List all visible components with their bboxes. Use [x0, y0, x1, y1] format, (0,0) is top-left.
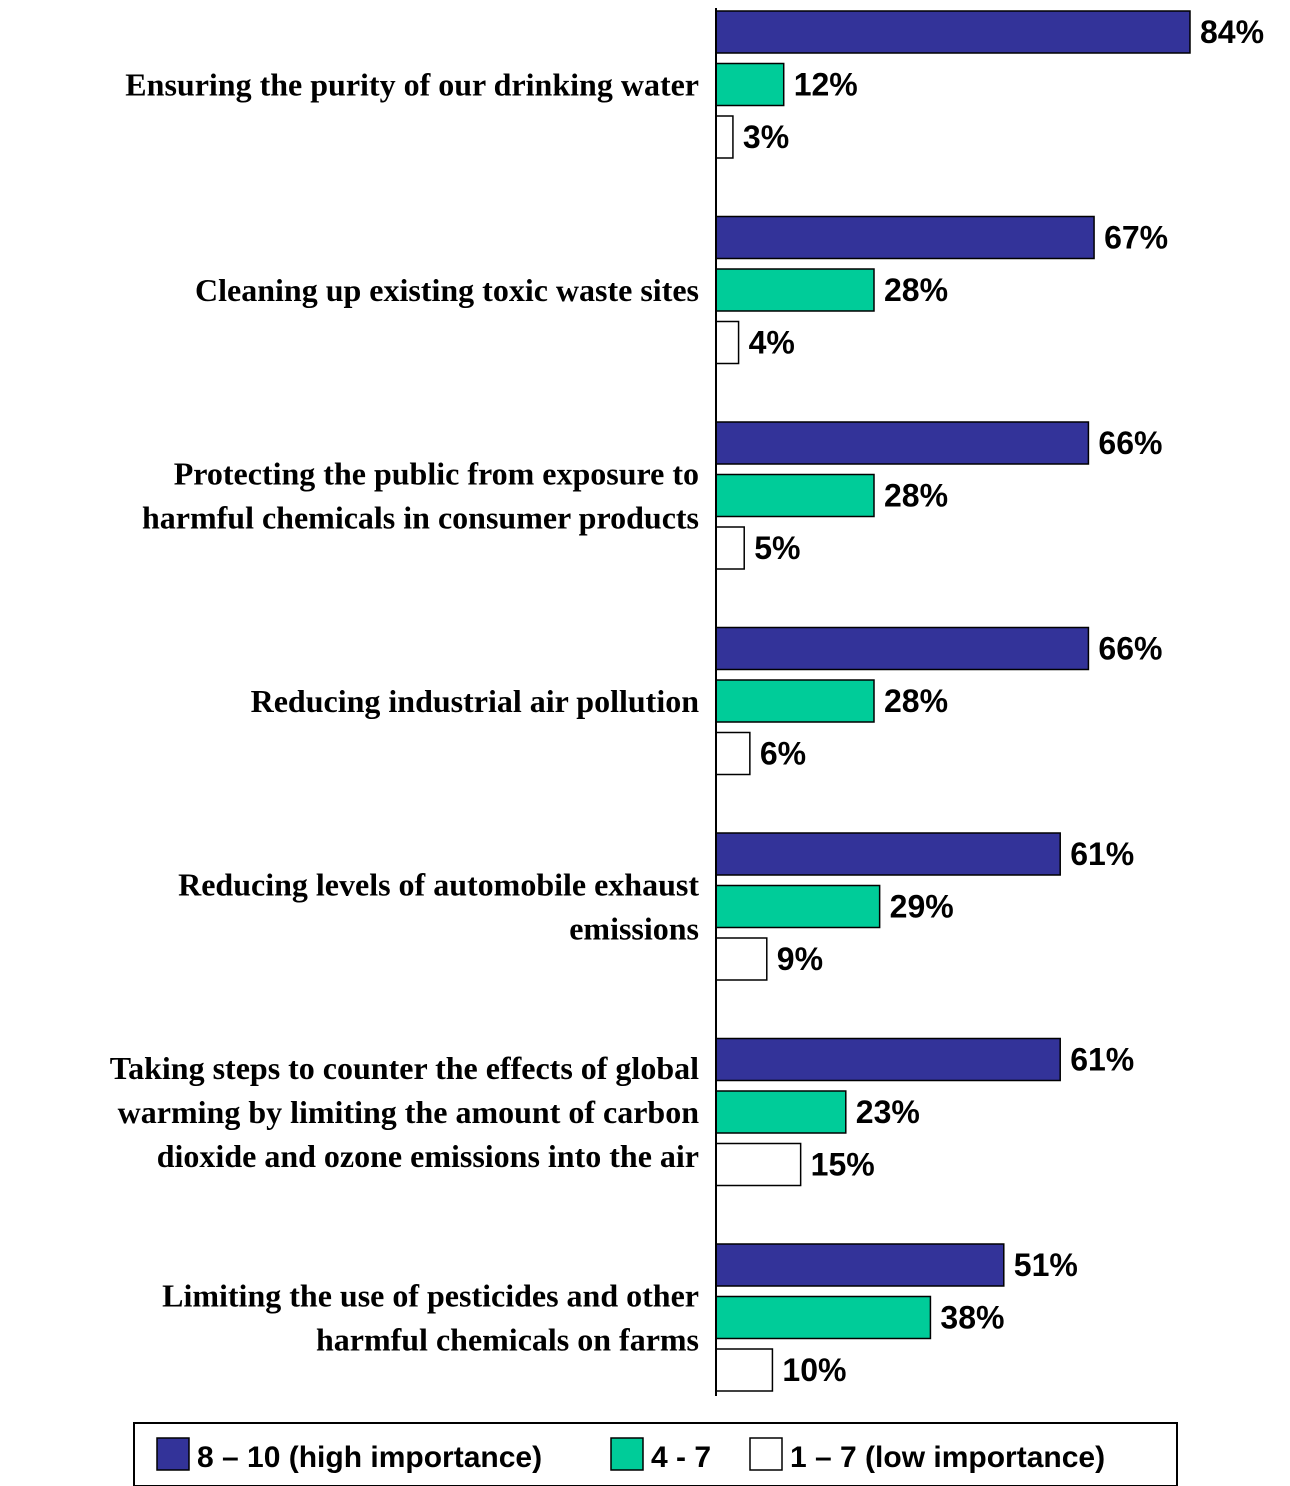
data-label: 28%: [884, 683, 948, 719]
bar: [715, 1348, 774, 1392]
data-label: 5%: [754, 530, 800, 566]
bar: [715, 421, 1090, 465]
data-label: 23%: [856, 1094, 920, 1130]
category-label-line: harmful chemicals on farms: [316, 1322, 699, 1358]
data-label: 67%: [1104, 220, 1168, 256]
category-label-line: Taking steps to counter the effects of g…: [110, 1050, 699, 1086]
data-label: 9%: [777, 941, 823, 977]
bar: [715, 1243, 1005, 1287]
data-label: 12%: [794, 67, 858, 103]
legend-label-low-importance: 1 – 7 (low importance): [790, 1441, 1105, 1474]
data-label: 66%: [1098, 631, 1162, 667]
category-label-line: Protecting the public from exposure to: [174, 456, 699, 492]
data-label: 51%: [1014, 1247, 1078, 1283]
legend-label-high-importance: 8 – 10 (high importance): [197, 1441, 542, 1474]
data-label: 29%: [890, 889, 954, 925]
legend: 8 – 10 (high importance) 4 - 7 1 – 7 (lo…: [133, 1422, 1178, 1486]
bar: [715, 1090, 847, 1134]
bar: [715, 884, 881, 929]
data-label: 10%: [782, 1352, 846, 1388]
legend-frame: [133, 1422, 1178, 1486]
category-label: Protecting the public from exposure to ha…: [142, 456, 699, 536]
category-label: Taking steps to counter the effects of g…: [110, 1050, 700, 1174]
data-label: 84%: [1200, 14, 1264, 50]
bar: [715, 626, 1090, 671]
category-label-line: Cleaning up existing toxic waste sites: [195, 272, 699, 308]
legend-swatch-low-importance: [749, 1437, 783, 1471]
bars-layer: Ensuring the purity of our drinking wate…: [110, 10, 1264, 1392]
bar: [715, 268, 875, 312]
bar: [715, 320, 740, 365]
bar: [715, 937, 768, 981]
bar: [715, 832, 1061, 876]
bar: [715, 679, 875, 723]
data-label: 61%: [1070, 836, 1134, 872]
bar: [715, 526, 745, 570]
category-label: Ensuring the purity of our drinking wate…: [125, 67, 699, 103]
category-label: Cleaning up existing toxic waste sites: [195, 272, 699, 308]
data-label: 6%: [760, 736, 806, 772]
data-label: 15%: [811, 1147, 875, 1183]
bar: [715, 62, 785, 107]
category-label-line: Limiting the use of pesticides and other: [162, 1278, 699, 1314]
category-label-line: emissions: [569, 911, 699, 947]
bar: [715, 1037, 1061, 1082]
data-label: 61%: [1070, 1042, 1134, 1078]
category-label: Reducing industrial air pollution: [251, 683, 700, 719]
legend-swatch-medium: [610, 1437, 644, 1471]
data-label: 66%: [1098, 425, 1162, 461]
bar: [715, 731, 751, 776]
bar: [715, 1295, 932, 1340]
bar: [715, 215, 1095, 260]
legend-label-medium: 4 - 7: [651, 1441, 711, 1474]
legend-swatch-high-importance: [156, 1437, 190, 1471]
data-label: 3%: [743, 119, 789, 155]
data-label: 28%: [884, 478, 948, 514]
data-label: 28%: [884, 272, 948, 308]
category-label-line: dioxide and ozone emissions into the air: [157, 1138, 699, 1174]
data-label: 38%: [940, 1300, 1004, 1336]
category-label-line: Ensuring the purity of our drinking wate…: [125, 67, 699, 103]
category-label: Limiting the use of pesticides and other…: [162, 1278, 699, 1358]
category-label-line: Reducing industrial air pollution: [251, 683, 700, 719]
bar: [715, 473, 875, 518]
bar: [715, 1142, 802, 1187]
bar: [715, 115, 734, 159]
category-label-line: warming by limiting the amount of carbon: [118, 1094, 700, 1130]
category-label-line: Reducing levels of automobile exhaust: [178, 867, 699, 903]
category-label: Reducing levels of automobile exhaust emi…: [178, 867, 699, 947]
data-label: 4%: [749, 325, 795, 361]
category-label-line: harmful chemicals in consumer products: [142, 500, 699, 536]
bar: [715, 10, 1191, 54]
